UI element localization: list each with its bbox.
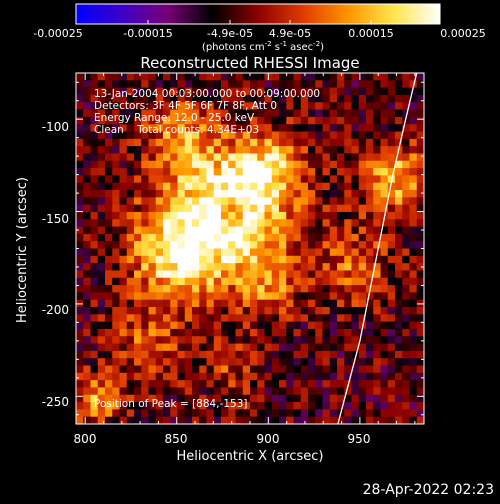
- axis-ticks: [76, 73, 424, 424]
- colorbar-tick-label: -0.00025: [33, 27, 82, 40]
- info-line-counts: Clean Total counts: 4.34E+03: [94, 124, 259, 136]
- x-tick-label: 850: [165, 432, 188, 446]
- peak-position-label: Position of Peak = [884,-153]: [94, 398, 248, 410]
- colorbar-units: (photons cm-2 s-1 asec-2): [202, 40, 324, 53]
- x-tick-label: 800: [74, 432, 97, 446]
- colorbar-ticks: [147, 20, 441, 24]
- info-line-energy: Energy Range: 12.0 - 25.0 keV: [94, 112, 255, 124]
- x-axis-label: Heliocentric X (arcsec): [177, 449, 324, 464]
- info-line-detectors: Detectors: 3F 4F 5F 6F 7F 8F, Att 0: [94, 100, 277, 112]
- y-tick-label: -250: [42, 395, 69, 409]
- timestamp: 28-Apr-2022 02:23: [363, 482, 494, 498]
- colorbar: [75, 3, 441, 25]
- heatmap: [76, 73, 424, 424]
- colorbar-tick-label: 0.00015: [348, 27, 394, 40]
- x-tick-label: 950: [348, 432, 371, 446]
- colorbar-tick-label: -0.00015: [123, 27, 172, 40]
- colorbar-tick-label: 4.9e-05: [269, 27, 311, 40]
- x-tick-label: 900: [257, 432, 280, 446]
- y-tick-label: -100: [42, 120, 69, 134]
- solar-limb-line: [337, 73, 418, 424]
- info-line-time: 13-Jan-2004 00:03:00.000 to 00:09:00.000: [94, 88, 320, 100]
- y-tick-label: -150: [42, 212, 69, 226]
- y-axis-label: Heliocentric Y (arcsec): [15, 177, 30, 323]
- colorbar-tick-label: -4.9e-05: [207, 27, 253, 40]
- plot-title: Reconstructed RHESSI Image: [140, 54, 359, 72]
- colorbar-tick-label: 0.00025: [440, 27, 486, 40]
- y-tick-label: -200: [42, 303, 69, 317]
